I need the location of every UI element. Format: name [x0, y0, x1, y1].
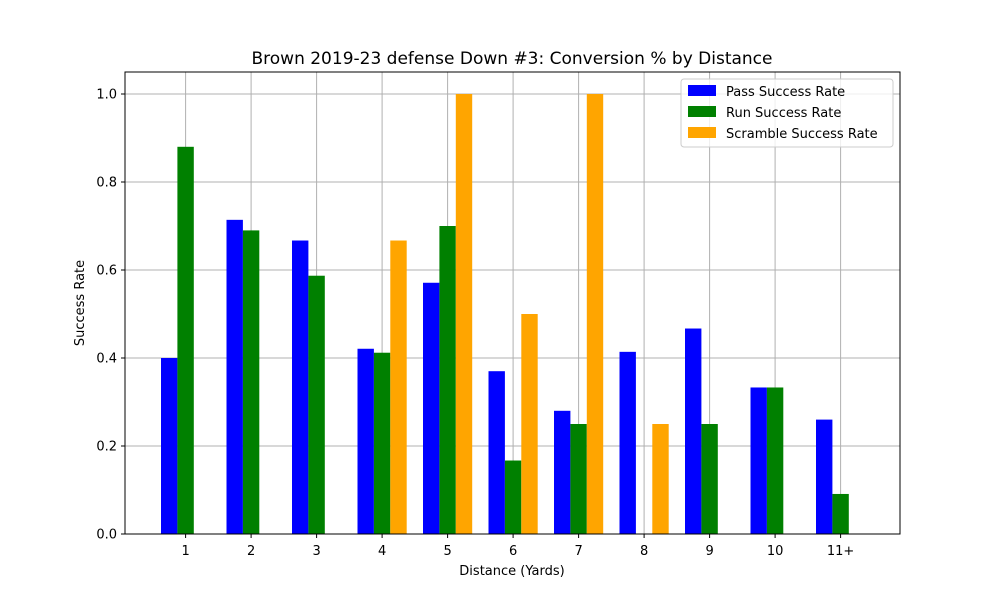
bar-pass-2 — [226, 219, 243, 534]
x-tick-label: 3 — [312, 544, 320, 559]
bar-run-6 — [504, 460, 522, 534]
legend-swatch-pass — [688, 85, 716, 96]
bar-run-1 — [177, 146, 194, 535]
bar-run-11+ — [832, 493, 849, 534]
x-tick-label: 9 — [705, 544, 713, 559]
x-tick-label: 1 — [181, 544, 189, 559]
y-axis-title: Success Rate — [73, 260, 88, 346]
x-tick-label: 7 — [574, 544, 582, 559]
bar-run-7 — [570, 424, 587, 534]
bar-run-2 — [242, 230, 260, 534]
y-tick-label: 0.0 — [96, 528, 117, 543]
bar-scramble-6 — [521, 314, 538, 534]
bar-pass-7 — [554, 410, 571, 534]
y-tick-label: 0.8 — [96, 176, 117, 191]
bars — [161, 94, 849, 535]
bar-run-9 — [701, 424, 718, 534]
bar-pass-8 — [619, 351, 636, 534]
bar-run-4 — [373, 352, 391, 534]
bar-pass-5 — [423, 282, 440, 534]
x-tick-label: 6 — [509, 544, 517, 559]
bar-pass-11+ — [816, 419, 833, 534]
bar-pass-10 — [750, 387, 767, 534]
bar-pass-6 — [488, 371, 505, 534]
bar-scramble-5 — [455, 94, 473, 534]
legend-label-scramble: Scramble Success Rate — [726, 127, 878, 142]
x-tick-label: 11+ — [827, 544, 854, 559]
x-tick-label: 4 — [378, 544, 386, 559]
legend-frame — [680, 78, 894, 148]
legend-label-pass: Pass Success Rate — [726, 85, 845, 100]
plot-frame — [124, 71, 901, 535]
y-axis-ticks: 0.0 0.2 0.4 0.6 0.8 1.0 — [96, 88, 125, 543]
x-tick-label: 8 — [640, 544, 648, 559]
bar-scramble-8 — [652, 424, 669, 534]
bar-pass-4 — [357, 348, 374, 534]
bar-scramble-7 — [586, 94, 604, 534]
legend-swatch-scramble — [688, 127, 716, 138]
bar-run-3 — [308, 275, 325, 534]
bar-run-5 — [439, 226, 456, 534]
bar-run-10 — [766, 387, 784, 534]
x-tick-label: 5 — [443, 544, 451, 559]
x-axis-ticks: 1 2 3 4 5 6 7 8 9 10 11+ — [181, 534, 854, 559]
legend-label-run: Run Success Rate — [726, 106, 841, 121]
y-tick-label: 0.2 — [96, 440, 117, 455]
y-tick-label: 0.4 — [96, 352, 117, 367]
x-tick-label: 2 — [247, 544, 255, 559]
x-axis-title: Distance (Yards) — [459, 564, 564, 579]
y-tick-label: 0.6 — [96, 264, 117, 279]
bar-pass-3 — [292, 240, 309, 534]
x-tick-label: 10 — [767, 544, 784, 559]
bar-pass-1 — [161, 358, 178, 534]
bar-pass-9 — [685, 328, 702, 534]
y-tick-label: 1.0 — [96, 88, 117, 103]
legend-swatch-run — [688, 106, 716, 117]
bar-scramble-4 — [390, 240, 407, 534]
chart-title: Brown 2019-23 defense Down #3: Conversio… — [251, 49, 772, 69]
legend: Pass Success Rate Run Success Rate Scram… — [680, 78, 894, 148]
